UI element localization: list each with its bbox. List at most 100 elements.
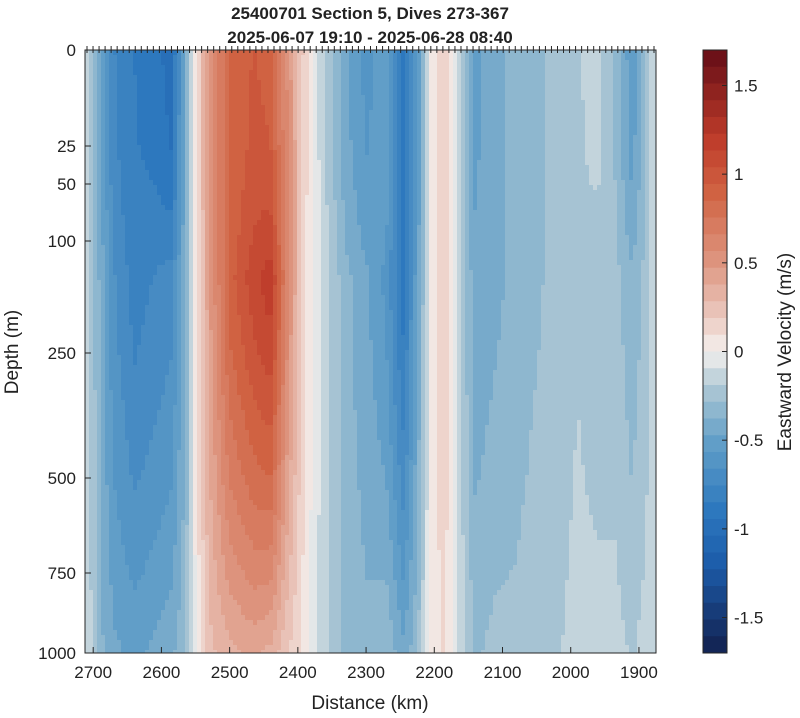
heat-cell	[457, 150, 462, 156]
heat-cell	[237, 190, 242, 196]
heat-cell	[613, 220, 618, 226]
heat-cell	[329, 75, 334, 81]
heat-cell	[641, 65, 646, 71]
heat-cell	[517, 95, 522, 101]
heat-cell	[405, 205, 410, 211]
heat-cell	[121, 205, 126, 211]
heat-cell	[369, 200, 374, 206]
heat-cell	[117, 180, 122, 186]
heat-cell	[145, 100, 150, 106]
heat-cell	[189, 105, 194, 111]
heat-cell	[649, 155, 654, 161]
heat-cell	[137, 165, 142, 171]
heat-cell	[85, 175, 90, 181]
heat-cell	[125, 165, 130, 171]
heat-cell	[569, 90, 574, 96]
heat-cell	[257, 85, 262, 91]
heat-cell	[237, 105, 242, 111]
heat-cell	[289, 195, 294, 201]
heat-cell	[377, 80, 382, 86]
heat-cell	[533, 90, 538, 96]
heat-cell	[217, 125, 222, 131]
heat-cell	[229, 115, 234, 121]
heat-cell	[385, 150, 390, 156]
heat-cell	[221, 90, 226, 96]
heat-cell	[533, 145, 538, 151]
heat-cell	[149, 165, 154, 171]
heat-cell	[133, 115, 138, 121]
heat-cell	[441, 55, 446, 61]
heat-cell	[637, 170, 642, 176]
heat-cell	[597, 195, 602, 201]
heat-cell	[289, 65, 294, 71]
heat-cell	[189, 120, 194, 126]
heat-cell	[209, 145, 214, 151]
heat-cell	[137, 160, 142, 166]
heat-cell	[197, 85, 202, 91]
heat-cell	[97, 90, 102, 96]
heat-cell	[89, 120, 94, 126]
heat-cell	[545, 145, 550, 151]
heat-cell	[365, 200, 370, 206]
heat-cell	[105, 120, 110, 126]
heat-cell	[309, 205, 314, 211]
heat-cell	[533, 70, 538, 76]
heat-cell	[545, 90, 550, 96]
heat-cell	[465, 110, 470, 116]
heat-cell	[577, 80, 582, 86]
heat-cell	[513, 60, 518, 66]
heat-cell	[261, 165, 266, 171]
heat-cell	[161, 220, 166, 226]
heat-cell	[625, 55, 630, 61]
heat-cell	[593, 220, 598, 226]
heat-cell	[197, 180, 202, 186]
heat-cell	[553, 110, 558, 116]
heat-cell	[477, 75, 482, 81]
heat-cell	[473, 200, 478, 206]
heat-cell	[533, 190, 538, 196]
heat-cell	[85, 160, 90, 166]
heat-cell	[249, 210, 254, 216]
heat-cell	[561, 75, 566, 81]
heat-cell	[553, 205, 558, 211]
heat-cell	[169, 190, 174, 196]
heat-cell	[625, 105, 630, 111]
heat-cell	[377, 180, 382, 186]
heat-cell	[329, 110, 334, 116]
heat-cell	[181, 130, 186, 136]
heat-cell	[433, 70, 438, 76]
heat-cell	[589, 185, 594, 191]
heat-cell	[573, 170, 578, 176]
heat-cell	[445, 100, 450, 106]
heat-cell	[545, 140, 550, 146]
heat-cell	[577, 165, 582, 171]
heat-cell	[517, 210, 522, 216]
heat-cell	[205, 115, 210, 121]
heat-cell	[245, 145, 250, 151]
heat-cell	[465, 115, 470, 121]
heat-cell	[177, 210, 182, 216]
heat-cell	[97, 65, 102, 71]
heat-cell	[205, 180, 210, 186]
heat-cell	[517, 180, 522, 186]
heat-cell	[329, 180, 334, 186]
heat-cell	[565, 100, 570, 106]
heat-cell	[325, 135, 330, 141]
heat-cell	[213, 195, 218, 201]
heat-cell	[129, 220, 134, 226]
heat-cell	[409, 105, 414, 111]
heat-cell	[405, 70, 410, 76]
heat-cell	[169, 60, 174, 66]
heat-cell	[221, 50, 226, 56]
heat-cell	[149, 60, 154, 66]
heat-cell	[549, 215, 554, 221]
heat-cell	[353, 170, 358, 176]
heat-cell	[357, 110, 362, 116]
heat-cell	[641, 185, 646, 191]
heat-cell	[125, 115, 130, 121]
heat-cell	[229, 160, 234, 166]
heat-cell	[97, 130, 102, 136]
heat-cell	[133, 165, 138, 171]
heat-cell	[137, 200, 142, 206]
heat-cell	[365, 175, 370, 181]
